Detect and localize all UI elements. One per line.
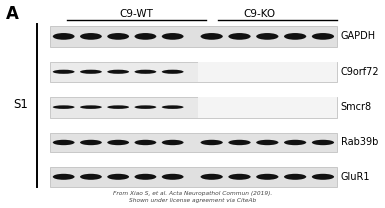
Ellipse shape <box>312 140 334 145</box>
Ellipse shape <box>107 70 129 74</box>
Ellipse shape <box>53 70 75 74</box>
Ellipse shape <box>312 33 334 40</box>
FancyBboxPatch shape <box>198 62 337 82</box>
Text: GluR1: GluR1 <box>341 172 370 182</box>
Ellipse shape <box>201 33 223 40</box>
Text: C9orf72: C9orf72 <box>341 67 379 77</box>
Text: GAPDH: GAPDH <box>341 31 376 41</box>
Ellipse shape <box>80 140 102 145</box>
Ellipse shape <box>256 140 278 145</box>
Ellipse shape <box>107 33 129 40</box>
FancyBboxPatch shape <box>50 26 337 47</box>
Text: From Xiao S, et al. Acta Neuropathol Commun (2019).
Shown under license agreemen: From Xiao S, et al. Acta Neuropathol Com… <box>113 191 272 203</box>
FancyBboxPatch shape <box>198 97 337 118</box>
FancyBboxPatch shape <box>50 97 337 118</box>
FancyBboxPatch shape <box>50 62 337 82</box>
Ellipse shape <box>284 33 306 40</box>
Ellipse shape <box>134 140 156 145</box>
Text: C9-WT: C9-WT <box>120 9 154 19</box>
Ellipse shape <box>201 174 223 180</box>
Ellipse shape <box>134 70 156 74</box>
Ellipse shape <box>312 174 334 180</box>
Ellipse shape <box>80 70 102 74</box>
Ellipse shape <box>284 174 306 180</box>
Ellipse shape <box>80 174 102 180</box>
FancyBboxPatch shape <box>50 167 337 187</box>
Text: Rab39b: Rab39b <box>341 137 378 147</box>
Ellipse shape <box>228 33 251 40</box>
Ellipse shape <box>201 140 223 145</box>
Text: A: A <box>6 5 18 23</box>
Text: S1: S1 <box>14 98 28 110</box>
Ellipse shape <box>256 33 278 40</box>
Ellipse shape <box>162 105 184 109</box>
Ellipse shape <box>162 140 184 145</box>
Ellipse shape <box>162 70 184 74</box>
Ellipse shape <box>134 174 156 180</box>
Ellipse shape <box>162 174 184 180</box>
Ellipse shape <box>53 140 75 145</box>
Ellipse shape <box>80 33 102 40</box>
Ellipse shape <box>284 140 306 145</box>
Ellipse shape <box>256 174 278 180</box>
Ellipse shape <box>228 174 251 180</box>
Ellipse shape <box>228 140 251 145</box>
Ellipse shape <box>134 33 156 40</box>
Ellipse shape <box>53 174 75 180</box>
Ellipse shape <box>80 105 102 109</box>
Ellipse shape <box>134 105 156 109</box>
Ellipse shape <box>107 140 129 145</box>
Ellipse shape <box>53 33 75 40</box>
Ellipse shape <box>162 33 184 40</box>
Text: C9-KO: C9-KO <box>244 9 276 19</box>
Ellipse shape <box>107 174 129 180</box>
Ellipse shape <box>53 105 75 109</box>
Ellipse shape <box>107 105 129 109</box>
Text: Smcr8: Smcr8 <box>341 102 372 112</box>
FancyBboxPatch shape <box>50 133 337 152</box>
